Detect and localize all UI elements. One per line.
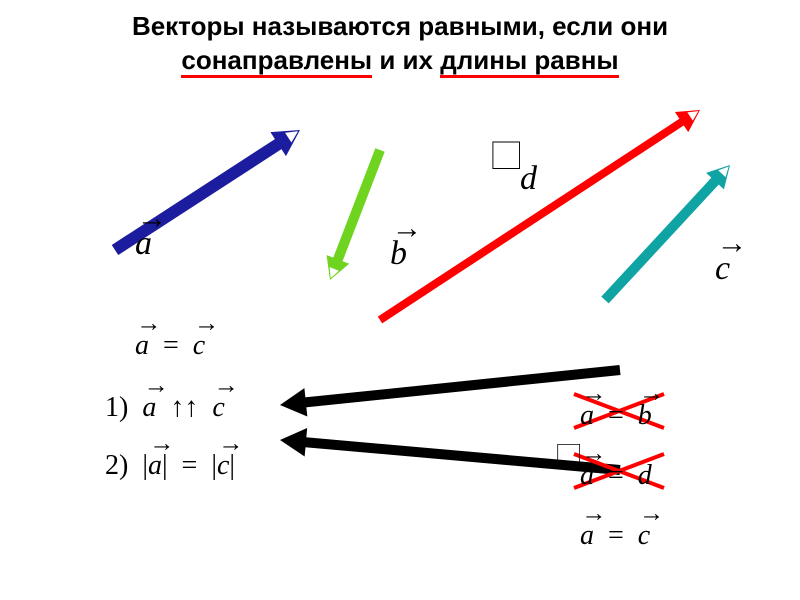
vector-field — [0, 0, 800, 600]
label-c: c — [715, 250, 730, 288]
title-underlined-1: сонаправлены — [181, 45, 372, 78]
label-a: a — [135, 225, 152, 263]
label-d: d — [520, 160, 537, 198]
title-mid: и их — [372, 45, 440, 75]
title: Векторы называются равными, если они сон… — [0, 0, 800, 78]
eq-left-1: 1) a ↑↑ c — [105, 392, 225, 424]
label-b: b — [390, 235, 407, 273]
eq-right-3: a = c — [580, 520, 650, 552]
eq-left-2: 2) |a| = |c| — [105, 450, 235, 482]
eq-left-header: a = c — [135, 330, 205, 362]
title-line1: Векторы называются равными, если они — [132, 11, 668, 41]
eq-right-2: a = d — [580, 460, 652, 492]
title-underlined-2: длины равны — [440, 45, 618, 78]
eq-right-1: a = b — [580, 400, 652, 432]
